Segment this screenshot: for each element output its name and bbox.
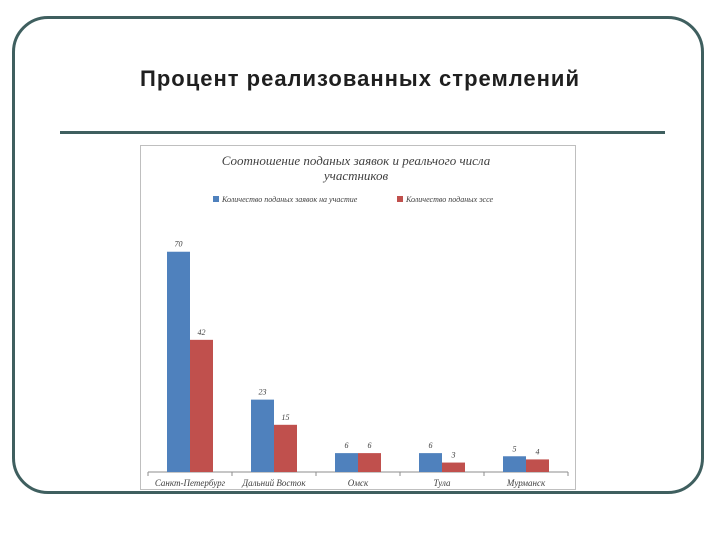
bar-applications xyxy=(335,453,358,472)
bar-data-label: 70 xyxy=(175,240,183,249)
x-tick-label: Дальний Восток xyxy=(241,478,306,488)
title-divider xyxy=(60,131,665,134)
legend-label-applications: Количество поданых заявок на участие xyxy=(221,195,358,204)
bar-essays xyxy=(190,339,213,472)
bar-applications xyxy=(167,251,190,472)
bar-data-label: 6 xyxy=(429,441,433,450)
bar-data-label: 4 xyxy=(536,447,540,456)
bar-applications xyxy=(503,456,526,472)
bar-data-label: 15 xyxy=(282,413,290,422)
slide-frame xyxy=(12,16,704,494)
bar-applications xyxy=(251,399,274,472)
bar-data-label: 6 xyxy=(345,441,349,450)
chart-title-line-1: Соотношение поданых заявок и реальчого ч… xyxy=(222,153,491,168)
chart-area: Соотношение поданых заявок и реальчого ч… xyxy=(140,145,576,490)
x-tick-label: Мурманск xyxy=(506,478,546,488)
legend-swatch-applications xyxy=(213,196,219,202)
x-tick-label: Санкт-Петербург xyxy=(155,478,226,488)
bar-essays xyxy=(274,424,297,472)
bar-data-label: 23 xyxy=(259,388,267,397)
bar-essays xyxy=(442,462,465,472)
bar-essays xyxy=(526,459,549,472)
bar-chart: Соотношение поданых заявок и реальчого ч… xyxy=(147,153,569,488)
bar-data-label: 6 xyxy=(368,441,372,450)
bar-applications xyxy=(419,453,442,472)
legend-label-essays: Количество поданых эссе xyxy=(405,195,494,204)
bar-data-label: 3 xyxy=(451,451,456,460)
chart-title-line-2: участников xyxy=(322,168,389,183)
x-tick-label: Тула xyxy=(433,478,451,488)
bar-data-label: 5 xyxy=(513,444,517,453)
slide-title: Процент реализованных стремлений xyxy=(140,66,580,91)
bar-data-label: 42 xyxy=(198,328,206,337)
bar-essays xyxy=(358,453,381,472)
x-tick-label: Омск xyxy=(348,478,369,488)
legend-swatch-essays xyxy=(397,196,403,202)
